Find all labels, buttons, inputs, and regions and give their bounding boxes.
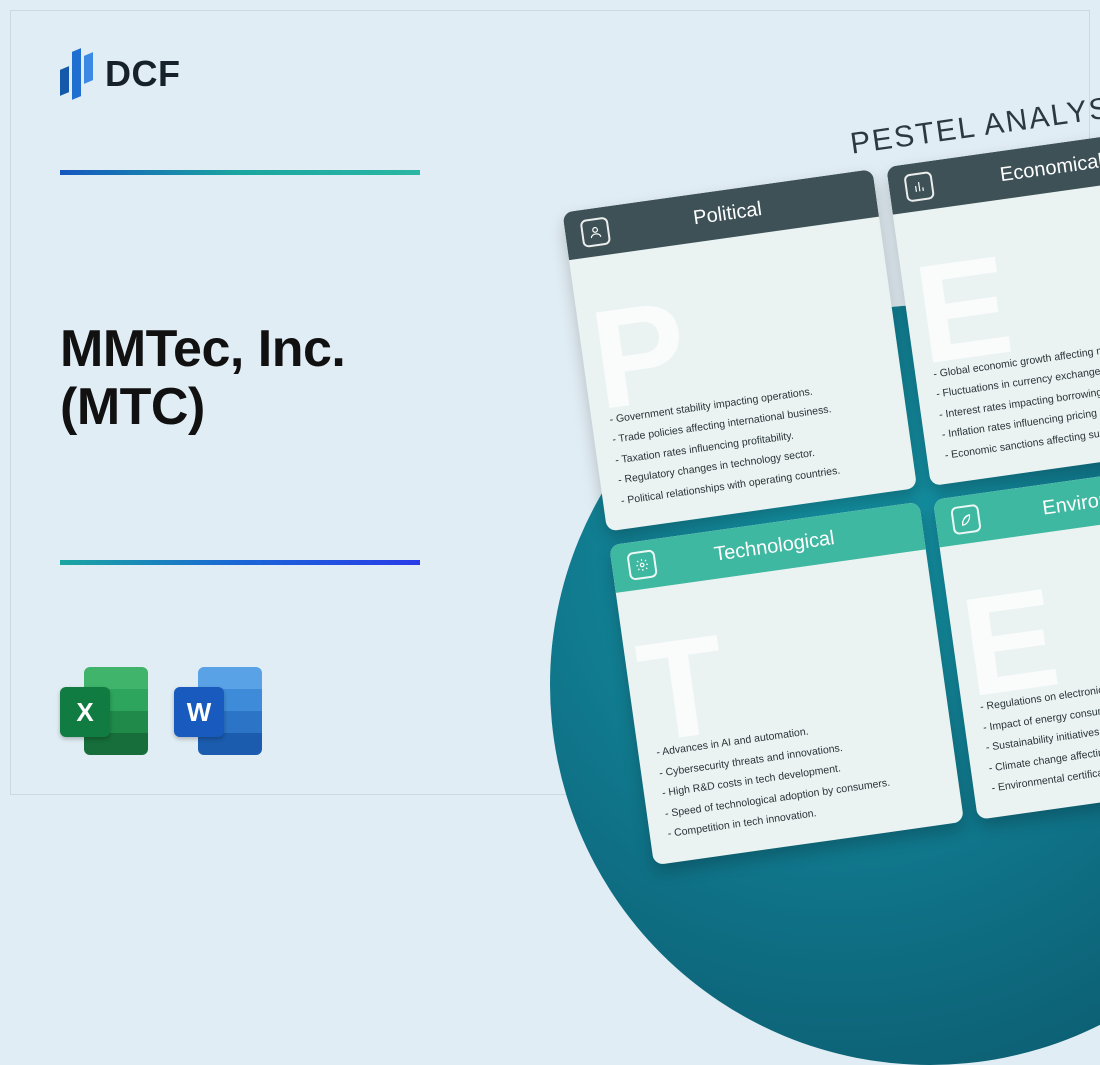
card-political: Political P - Government stability impac… — [562, 169, 917, 532]
divider-bottom — [60, 560, 420, 565]
divider-top — [60, 170, 420, 175]
title-line-1: MMTec, Inc. — [60, 320, 345, 378]
leaf-icon — [950, 504, 982, 536]
file-icons-row: X W — [60, 667, 262, 755]
card-technological: Technological T - Advances in AI and aut… — [609, 502, 964, 865]
excel-icon: X — [60, 667, 148, 755]
excel-badge: X — [60, 687, 110, 737]
title-line-2: (MTC) — [60, 378, 205, 436]
bars-icon — [903, 171, 935, 203]
person-icon — [580, 216, 612, 248]
pestel-panel: PESTEL ANALYSIS Political P - Government… — [556, 80, 1100, 865]
logo-bars-icon — [60, 48, 93, 100]
card-economical: Economical E - Global economic growth af… — [886, 124, 1100, 487]
word-icon: W — [174, 667, 262, 755]
gear-icon — [626, 549, 658, 581]
dcf-logo: DCF — [60, 48, 181, 100]
card-title: Economical — [945, 142, 1100, 194]
card-environment: Environment E - Regulations on electroni… — [933, 457, 1100, 820]
card-title: Environment — [992, 475, 1100, 527]
word-badge: W — [174, 687, 224, 737]
logo-text: DCF — [105, 53, 181, 95]
page-title: MMTec, Inc. (MTC) — [60, 320, 345, 436]
pestel-grid: Political P - Government stability impac… — [562, 124, 1100, 865]
